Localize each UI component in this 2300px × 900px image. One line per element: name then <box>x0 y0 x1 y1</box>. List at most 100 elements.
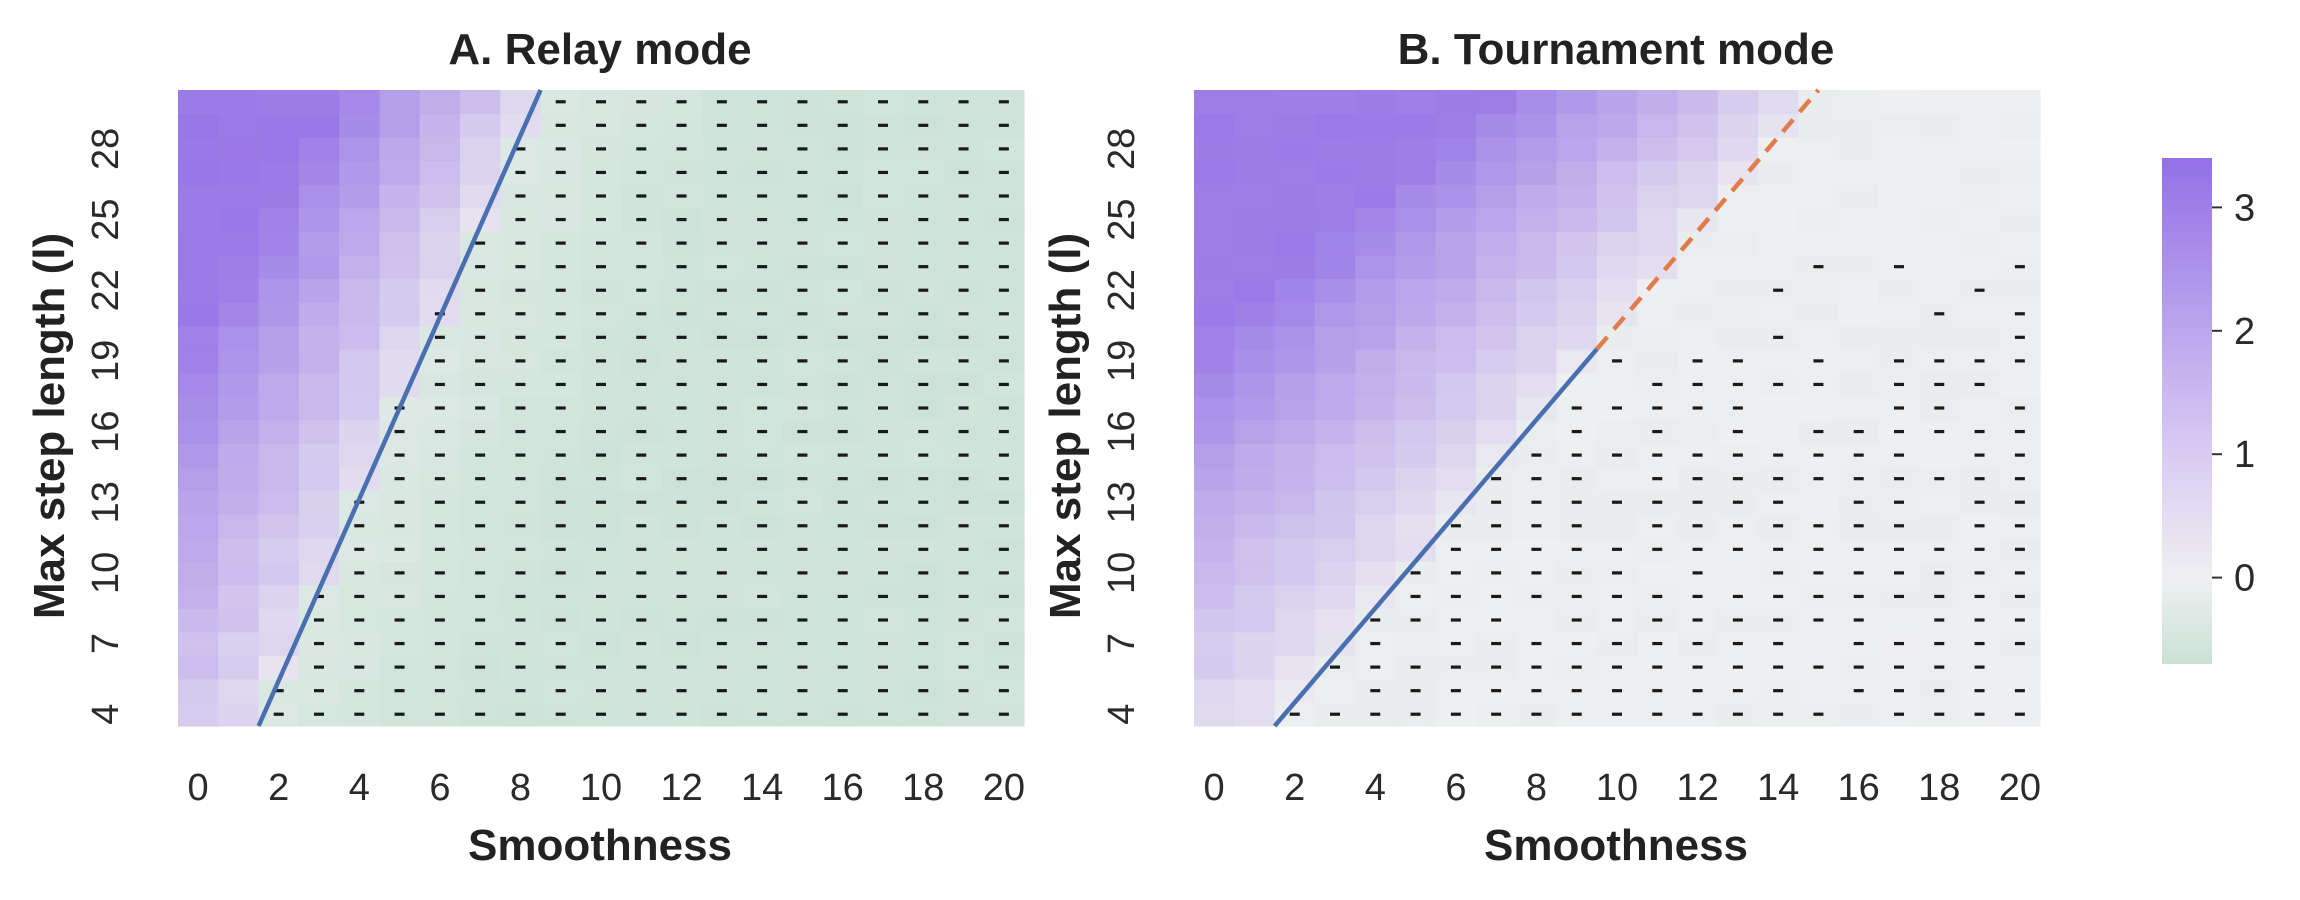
heatmap-cell <box>1717 113 1759 138</box>
heatmap-cell <box>298 207 340 232</box>
heatmap-cell <box>1314 466 1356 492</box>
heatmap-cell <box>258 561 300 586</box>
heatmap-cell <box>1476 396 1517 421</box>
heatmap-cell <box>379 231 421 256</box>
heatmap-cell <box>1314 160 1356 185</box>
heatmap-cell <box>298 443 340 468</box>
heatmap-cell <box>1919 514 1961 539</box>
heatmap-cell <box>1395 443 1437 468</box>
heatmap-cell <box>1274 349 1316 374</box>
heatmap-cell <box>298 466 340 492</box>
heatmap-cell <box>1838 184 1880 209</box>
heatmap-cell <box>1234 160 1276 185</box>
heatmap-cell <box>1194 137 1235 162</box>
heatmap-cell <box>298 302 340 327</box>
heatmap-cell <box>1435 466 1477 492</box>
heatmap-cell <box>218 561 260 586</box>
heatmap-cell <box>1274 608 1316 633</box>
heatmap-cell <box>1677 160 1719 185</box>
heatmap-cell <box>1637 231 1679 256</box>
heatmap-cell <box>1234 655 1276 680</box>
panel-a-markers <box>273 100 1009 716</box>
y-tick-label: 16 <box>1101 410 1143 452</box>
heatmap-cell <box>1758 184 1799 209</box>
heatmap-cell <box>1959 325 2001 350</box>
heatmap-cell <box>1838 278 1880 303</box>
heatmap-cell <box>1194 396 1235 421</box>
heatmap-cell <box>1314 137 1356 162</box>
panel-a-x-ticks: 0 2 4 6 8 10 12 14 16 18 20 <box>188 767 1026 809</box>
heatmap-cell <box>1274 278 1316 303</box>
heatmap-cell <box>1476 113 1517 138</box>
heatmap-cell <box>1274 655 1316 680</box>
heatmap-cell <box>218 302 260 327</box>
heatmap-cell <box>178 537 219 562</box>
heatmap-cell <box>1758 90 1799 115</box>
heatmap-cell <box>218 584 260 609</box>
heatmap-cell <box>339 90 381 115</box>
heatmap-cell <box>1194 631 1235 656</box>
heatmap-cell <box>258 608 300 633</box>
x-tick-label: 18 <box>902 767 944 809</box>
panel-b: B. Tournament mode 0 2 4 6 8 10 12 14 16 18 20 4 7 1… <box>1041 25 2041 870</box>
heatmap-cell <box>1798 678 1840 704</box>
heatmap-cell <box>178 396 219 421</box>
heatmap-cell <box>1516 231 1558 256</box>
heatmap-cell <box>218 702 260 727</box>
heatmap-cell <box>1596 231 1638 256</box>
heatmap-cell <box>1798 137 1840 162</box>
heatmap-cell <box>339 419 381 444</box>
heatmap-cell <box>1516 608 1558 633</box>
heatmap-cell <box>419 254 461 280</box>
heatmap-cell <box>218 514 260 539</box>
heatmap-cell <box>258 231 300 256</box>
heatmap-cell <box>379 160 421 185</box>
heatmap-cell <box>379 278 421 303</box>
heatmap-cell <box>1919 443 1961 468</box>
heatmap-cell <box>1556 325 1598 350</box>
heatmap-cell <box>1717 325 1759 350</box>
heatmap-cell <box>178 184 219 209</box>
panel-b-title: B. Tournament mode <box>1398 25 1835 74</box>
x-tick-label: 8 <box>510 767 531 809</box>
heatmap-cell <box>1274 160 1316 185</box>
heatmap-cell <box>1919 113 1961 138</box>
heatmap-cell <box>419 90 461 115</box>
heatmap-cell <box>1234 302 1276 327</box>
heatmap-cell <box>1395 372 1437 397</box>
panel-b-cells <box>1194 90 2041 727</box>
heatmap-cell <box>218 254 260 280</box>
heatmap-cell <box>1556 302 1598 327</box>
heatmap-cell <box>1355 349 1397 374</box>
heatmap-cell <box>218 396 260 421</box>
y-tick-label: 22 <box>1101 269 1143 311</box>
heatmap-cell <box>1999 207 2041 232</box>
panel-a-boundaries <box>256 89 543 727</box>
heatmap-cell <box>1234 325 1276 350</box>
heatmap-cell <box>1435 302 1477 327</box>
panel-a: A. Relay mode 0 2 4 6 8 10 12 14 16 18 20 4 7 10 13 16… <box>25 25 1025 870</box>
heatmap-cell <box>1838 372 1880 397</box>
heatmap-cell <box>1838 254 1880 280</box>
heatmap-cell <box>1274 184 1316 209</box>
heatmap-cell <box>1999 160 2041 185</box>
heatmap-cell <box>1355 137 1397 162</box>
heatmap-cell <box>1516 419 1558 444</box>
heatmap-cell <box>1516 278 1558 303</box>
heatmap-cell <box>1355 113 1397 138</box>
heatmap-cell <box>178 443 219 468</box>
heatmap-cell <box>1194 584 1235 609</box>
heatmap-cell <box>1798 396 1840 421</box>
heatmap-cell <box>1637 207 1679 232</box>
heatmap-cell <box>1274 90 1316 115</box>
heatmap-cell <box>1637 184 1679 209</box>
heatmap-cell <box>1758 160 1799 185</box>
heatmap-cell <box>1637 561 1679 586</box>
heatmap-cell <box>1395 160 1437 185</box>
heatmap-cell <box>1355 419 1397 444</box>
heatmap-cell <box>1476 207 1517 232</box>
heatmap-cell <box>1637 325 1679 350</box>
heatmap-cell <box>1838 349 1880 374</box>
heatmap-cell <box>178 254 219 280</box>
heatmap-cell <box>419 137 461 162</box>
